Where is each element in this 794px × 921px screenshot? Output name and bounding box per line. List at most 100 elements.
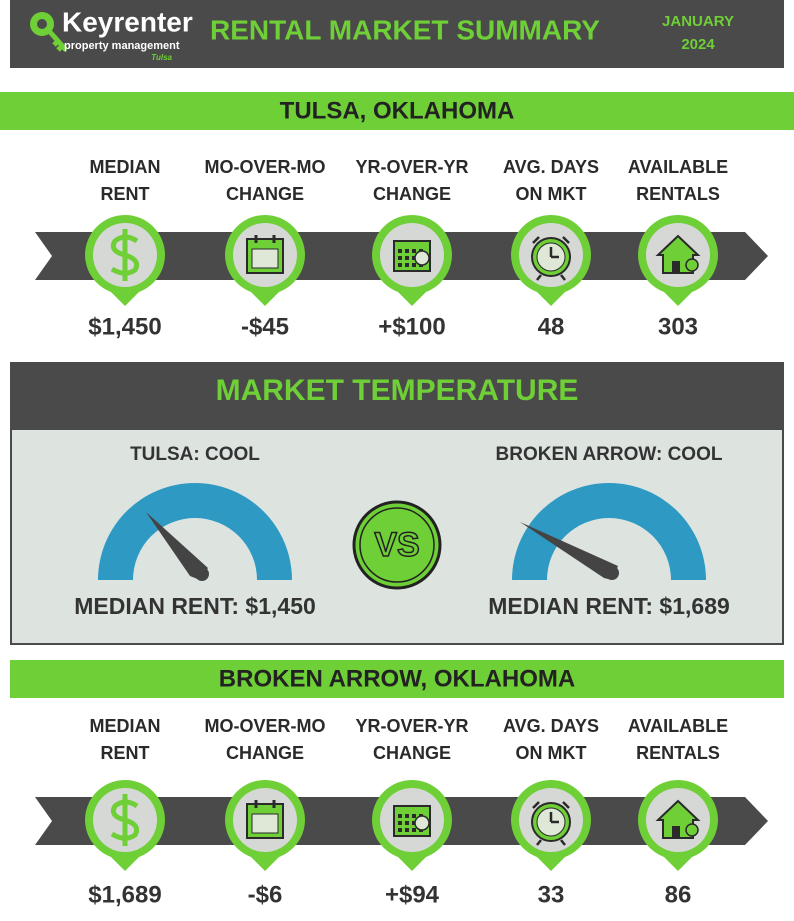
metric-icon <box>372 780 452 871</box>
metric-label: CHANGE <box>226 184 304 204</box>
market-label: BROKEN ARROW: COOL <box>496 444 723 465</box>
metric-label: ON MKT <box>516 184 587 204</box>
icon-grid-cell <box>405 821 409 825</box>
icon-grid-cell <box>398 249 402 253</box>
icon-grid-cell <box>412 814 416 818</box>
icon-grid-cell <box>398 814 402 818</box>
icon-grid-badge <box>414 815 430 831</box>
metric-value: $1,689 <box>88 881 161 908</box>
metric-value: 33 <box>538 881 565 908</box>
metric-label: MEDIAN <box>90 716 161 736</box>
icon-clock-hands <box>532 236 570 281</box>
metric-label: ON MKT <box>516 743 587 763</box>
metric-label: CHANGE <box>226 743 304 763</box>
market-median: MEDIAN RENT: $1,450 <box>74 593 316 619</box>
icon-grid-cell <box>412 256 416 260</box>
icon-clock-hands <box>532 801 570 846</box>
header-band <box>10 0 784 68</box>
metric-icon <box>85 780 165 871</box>
vs-ring <box>359 507 435 583</box>
metric-icon <box>372 215 452 306</box>
icon-grid-cell <box>398 263 402 267</box>
metric-value: -$45 <box>241 313 289 340</box>
metric-icon <box>511 215 591 306</box>
vs-text: VS <box>374 526 419 564</box>
icon-house-coin <box>685 258 699 272</box>
gauge <box>98 483 292 580</box>
market-label: TULSA: COOL <box>130 444 260 465</box>
metric-label: YR-OVER-YR <box>355 157 468 177</box>
icon-grid-cell <box>412 821 416 825</box>
metric-value: $1,450 <box>88 313 161 340</box>
logo-city: Tulsa <box>151 53 172 62</box>
gauge-needle-hub <box>605 566 619 580</box>
icon-house-coin <box>685 823 699 837</box>
metric-value: 86 <box>665 881 692 908</box>
market-median: MEDIAN RENT: $1,689 <box>488 593 730 619</box>
vs-badge <box>352 500 442 590</box>
header-title: RENTAL MARKET SUMMARY <box>210 14 600 45</box>
metric-label: RENTALS <box>636 184 720 204</box>
metric-label: CHANGE <box>373 743 451 763</box>
icon-calendar-page <box>251 248 279 269</box>
icon-dollar <box>110 229 140 281</box>
temperature-header <box>10 362 784 429</box>
section-title: TULSA, OKLAHOMA <box>280 97 515 124</box>
section-title: BROKEN ARROW, OKLAHOMA <box>219 665 575 692</box>
metric-value: -$6 <box>248 881 283 908</box>
metric-value: 48 <box>538 313 565 340</box>
icon-grid-cell <box>405 256 409 260</box>
icon-grid-cell <box>405 249 409 253</box>
icon-grid-cell <box>398 821 402 825</box>
logo-tagline: property management <box>64 40 180 52</box>
icon-calendar-page <box>251 813 279 834</box>
icon-grid-cell <box>412 263 416 267</box>
icon-house-door <box>672 826 680 838</box>
icon-grid-cell <box>398 256 402 260</box>
metric-label: MEDIAN <box>90 157 161 177</box>
gauge-needle <box>146 512 208 580</box>
metric-icon <box>511 780 591 871</box>
header-date: JANUARY <box>662 13 734 30</box>
metric-value: 303 <box>658 313 698 340</box>
icon-grid-cell <box>412 828 416 832</box>
metric-value: +$94 <box>385 881 440 908</box>
gauge-needle <box>520 522 618 580</box>
metric-icon <box>225 780 305 871</box>
icon-grid-badge <box>414 250 430 266</box>
metric-icon <box>85 215 165 306</box>
icon-dollar <box>110 794 140 846</box>
icon-grid-cell <box>405 814 409 818</box>
metric-label: YR-OVER-YR <box>355 716 468 736</box>
metric-label: RENTALS <box>636 743 720 763</box>
section-band <box>0 92 794 130</box>
metric-label: RENT <box>101 743 150 763</box>
header-date: 2024 <box>681 36 715 53</box>
metric-label: AVAILABLE <box>628 157 728 177</box>
metric-label: AVAILABLE <box>628 716 728 736</box>
gauge <box>512 483 706 580</box>
metric-label: CHANGE <box>373 184 451 204</box>
logo-key <box>30 12 68 52</box>
icon-house-door <box>672 261 680 273</box>
icon-calendar-rings <box>254 800 276 808</box>
metric-icon <box>225 215 305 306</box>
metric-label: RENT <box>101 184 150 204</box>
temperature-title: MARKET TEMPERATURE <box>216 374 579 407</box>
metric-label: MO-OVER-MO <box>205 157 326 177</box>
metric-label: AVG. DAYS <box>503 716 599 736</box>
section-band <box>10 660 784 698</box>
icon-grid-cell <box>405 828 409 832</box>
metric-value: +$100 <box>378 313 445 340</box>
metric-icon <box>638 215 718 306</box>
gauge-needle-hub <box>195 567 209 581</box>
icon-calendar-rings <box>254 235 276 243</box>
metric-icon <box>638 780 718 871</box>
logo-brand: Keyrenter <box>62 6 193 37</box>
icon-grid-cell <box>412 249 416 253</box>
icon-grid-cell <box>405 263 409 267</box>
metric-label: MO-OVER-MO <box>205 716 326 736</box>
icon-grid-cell <box>398 828 402 832</box>
